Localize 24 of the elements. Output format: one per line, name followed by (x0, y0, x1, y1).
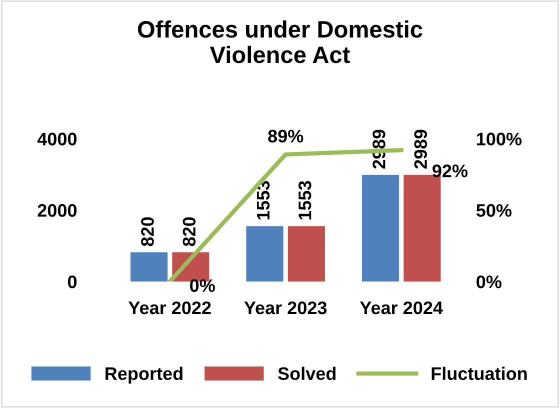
data-label: 0% (190, 279, 215, 292)
y-tick-label: 2000 (38, 204, 77, 217)
legend-label: Fluctuation (432, 366, 527, 380)
data-label: 2989 (414, 130, 428, 169)
y2-tick-label: 100% (477, 132, 522, 146)
bar (130, 252, 168, 282)
legend-label: Solved (278, 366, 336, 380)
data-label: 820 (182, 217, 196, 246)
x-tick-label: Year 2024 (360, 301, 443, 314)
y2-tick-label: 50% (476, 204, 512, 217)
legend-label: Reported (106, 366, 182, 384)
data-label: 92% (432, 164, 468, 178)
x-tick-label: Year 2023 (244, 301, 327, 314)
bar (288, 226, 325, 282)
data-label: 820 (141, 217, 154, 246)
y2-tick-label: 0% (476, 275, 502, 288)
data-label: 1553 (298, 181, 312, 220)
data-label: 89% (268, 130, 304, 143)
bar (362, 174, 400, 282)
chart-title: Offences under Domestic Violence Act (138, 20, 422, 64)
x-tick-label: Year 2022 (128, 301, 211, 314)
bar (246, 226, 284, 282)
y-tick-label: 0 (68, 275, 77, 288)
y-tick-label: 4000 (37, 132, 77, 146)
